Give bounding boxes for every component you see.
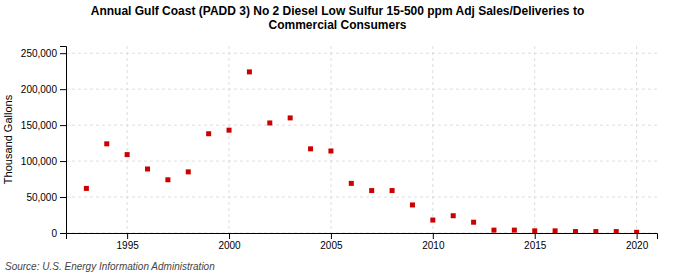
title-line: Annual Gulf Coast (PADD 3) No 2 Diesel L… bbox=[91, 4, 584, 18]
tick-mark bbox=[637, 233, 638, 239]
point bbox=[125, 152, 130, 157]
tick: 0 bbox=[51, 228, 66, 239]
tick: 2015 bbox=[524, 233, 547, 251]
point bbox=[288, 115, 293, 120]
point bbox=[328, 149, 333, 154]
axis-line bbox=[60, 47, 67, 234]
chart: 1995 2000 2005 2010 2015 2020 0 50,000 100,000 15… bbox=[0, 0, 675, 275]
tick-label: 2020 bbox=[626, 240, 649, 251]
point bbox=[145, 166, 150, 171]
title-line: Commercial Consumers bbox=[268, 18, 406, 32]
grid-line-y bbox=[66, 89, 657, 90]
tick: 150,000 bbox=[21, 120, 66, 131]
tick-mark bbox=[331, 233, 332, 239]
tick-mark bbox=[535, 233, 536, 239]
tick-mark bbox=[229, 233, 230, 239]
axis-line bbox=[67, 234, 658, 240]
point bbox=[634, 230, 639, 233]
tick: 250,000 bbox=[21, 48, 66, 59]
tick-mark bbox=[60, 89, 66, 90]
tick-mark bbox=[60, 161, 66, 162]
tick-label: 2010 bbox=[422, 240, 445, 251]
tick-mark bbox=[127, 233, 128, 239]
tick: 1995 bbox=[117, 233, 140, 251]
tick-label: 150,000 bbox=[21, 120, 58, 131]
grid-line-y bbox=[66, 125, 657, 126]
tick-label: 200,000 bbox=[21, 84, 58, 95]
tick: 2005 bbox=[320, 233, 343, 251]
tick: 200,000 bbox=[21, 84, 66, 95]
grid-line-y bbox=[66, 161, 657, 162]
tick: 100,000 bbox=[21, 156, 66, 167]
tick-label: 2000 bbox=[218, 240, 241, 251]
point bbox=[573, 229, 578, 233]
point bbox=[267, 120, 272, 125]
point bbox=[84, 186, 89, 191]
point bbox=[186, 169, 191, 174]
x-axis: 1995 2000 2005 2010 2015 2020 bbox=[67, 233, 658, 251]
point bbox=[491, 228, 496, 233]
marks bbox=[84, 69, 639, 233]
tick-label: 2005 bbox=[320, 240, 343, 251]
point bbox=[165, 177, 170, 182]
tick: 2020 bbox=[626, 233, 649, 251]
grid-line-x bbox=[534, 46, 535, 233]
grid-line-y bbox=[66, 53, 657, 54]
tick-label: 50,000 bbox=[26, 192, 57, 203]
tick-mark bbox=[60, 125, 66, 126]
tick-label: 250,000 bbox=[21, 48, 58, 59]
grid-line-x bbox=[330, 46, 331, 233]
point bbox=[308, 146, 313, 151]
point bbox=[451, 213, 456, 218]
point bbox=[410, 202, 415, 207]
point bbox=[471, 220, 476, 225]
tick-label: 1995 bbox=[117, 240, 140, 251]
point bbox=[593, 229, 598, 233]
tick-mark bbox=[433, 233, 434, 239]
tick-label: 100,000 bbox=[21, 156, 58, 167]
tick: 50,000 bbox=[26, 192, 66, 203]
grid-line-x bbox=[229, 46, 230, 233]
point bbox=[532, 228, 537, 233]
point bbox=[390, 188, 395, 193]
point bbox=[553, 228, 558, 233]
tick-label: 0 bbox=[51, 228, 57, 239]
grid-line-y bbox=[66, 197, 657, 198]
title: Annual Gulf Coast (PADD 3) No 2 Diesel L… bbox=[91, 4, 584, 32]
y-axis-title: Thousand Gallons bbox=[2, 94, 14, 184]
grid-line-x bbox=[432, 46, 433, 233]
point bbox=[349, 181, 354, 186]
tick: 2000 bbox=[218, 233, 241, 251]
point bbox=[227, 128, 232, 133]
point bbox=[369, 188, 374, 193]
point bbox=[104, 141, 109, 146]
point bbox=[247, 69, 252, 74]
tick-mark bbox=[60, 53, 66, 54]
grid bbox=[66, 46, 657, 233]
point bbox=[206, 131, 211, 136]
point bbox=[512, 228, 517, 233]
tick: 2010 bbox=[422, 233, 445, 251]
y-axis: 0 50,000 100,000 150,000 200,000 250,000 bbox=[21, 47, 67, 239]
plot: 1995 2000 2005 2010 2015 2020 0 50,000 100,000 15… bbox=[2, 46, 658, 251]
tick-mark bbox=[60, 197, 66, 198]
grid-line-x bbox=[127, 46, 128, 233]
tick-label: 2015 bbox=[524, 240, 547, 251]
tick-mark bbox=[60, 233, 66, 234]
point bbox=[614, 229, 619, 233]
grid-line-x bbox=[636, 46, 637, 233]
point bbox=[430, 218, 435, 223]
annotation: Source: U.S. Energy Information Administ… bbox=[5, 261, 215, 272]
